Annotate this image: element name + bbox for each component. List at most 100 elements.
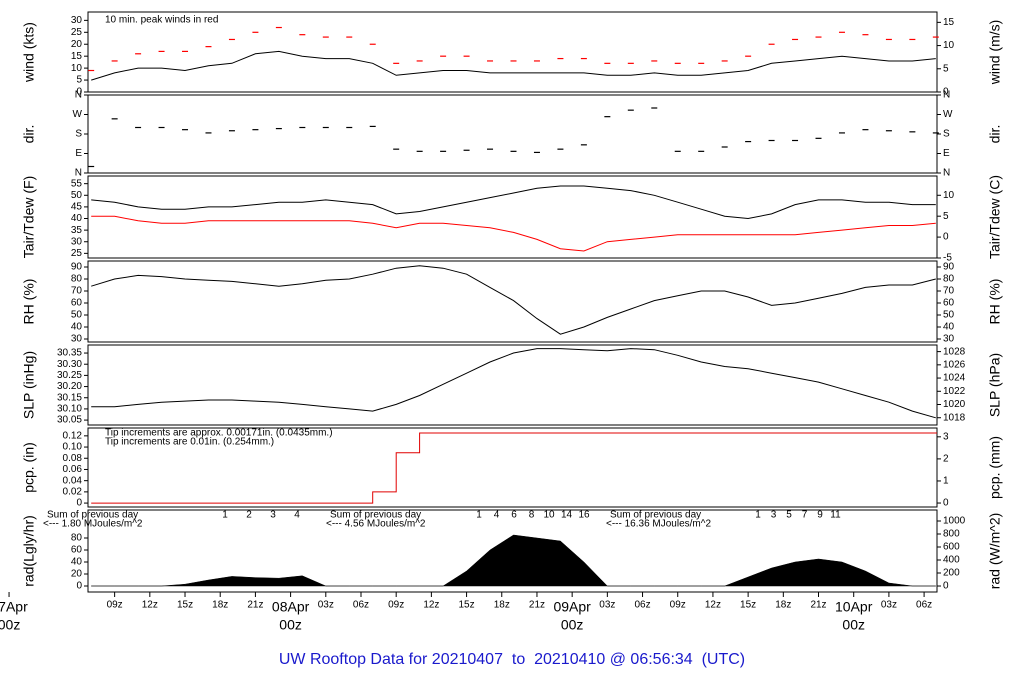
y2-tick-label: 2 bbox=[943, 454, 949, 465]
x-tick-label: 06z bbox=[634, 600, 650, 611]
y-axis-label: pcp. (in) bbox=[21, 442, 37, 493]
y2-axis-label: Tair/Tdew (C) bbox=[987, 175, 1003, 259]
x-tick-label: 21z bbox=[247, 600, 263, 611]
x-date-hour: 00z bbox=[561, 617, 584, 633]
y-tick-label: 30 bbox=[71, 334, 83, 345]
annotation: 10 min. peak winds in red bbox=[105, 15, 218, 26]
y-tick-label: W bbox=[73, 109, 83, 120]
x-tick-label: 12z bbox=[705, 600, 721, 611]
hour-mark: 8 bbox=[529, 510, 535, 521]
day-sum-label: Sum of previous day bbox=[610, 510, 701, 521]
y-tick-label: 80 bbox=[71, 533, 83, 544]
y2-tick-label: E bbox=[943, 148, 950, 159]
y-tick-label: 70 bbox=[71, 286, 83, 297]
data-line bbox=[91, 348, 936, 419]
y-tick-label: 30.30 bbox=[57, 359, 82, 370]
y-axis-label: SLP (inHg) bbox=[21, 351, 37, 419]
x-date-hour: 00z bbox=[279, 617, 302, 633]
y-tick-label: 5 bbox=[76, 75, 82, 86]
y2-tick-label: 10 bbox=[943, 190, 955, 201]
y-tick-label: E bbox=[75, 148, 82, 159]
data-step-line bbox=[91, 432, 937, 504]
y2-tick-label: 40 bbox=[943, 322, 955, 333]
x-tick-label: 15z bbox=[177, 600, 193, 611]
y-tick-label: 20 bbox=[71, 569, 83, 580]
y2-tick-label: 1024 bbox=[943, 373, 966, 384]
y2-tick-label: S bbox=[943, 129, 950, 140]
hour-mark: 6 bbox=[511, 510, 517, 521]
y2-tick-label: W bbox=[943, 109, 953, 120]
y-tick-label: 0.10 bbox=[63, 442, 83, 453]
y2-tick-label: 1018 bbox=[943, 412, 966, 423]
x-tick-label: 06z bbox=[916, 600, 932, 611]
x-date-label: 08Apr bbox=[272, 599, 310, 615]
hour-mark: 4 bbox=[294, 510, 300, 521]
y-tick-label: 30 bbox=[71, 15, 83, 26]
y-tick-label: 30.25 bbox=[57, 370, 82, 381]
y-tick-label: 0 bbox=[76, 498, 82, 509]
y2-tick-label: -5 bbox=[943, 253, 952, 264]
y2-tick-label: 50 bbox=[943, 310, 955, 321]
y2-tick-label: 1026 bbox=[943, 359, 966, 370]
y2-axis-label: wind (m/s) bbox=[987, 20, 1003, 86]
y-tick-label: 25 bbox=[71, 27, 83, 38]
y-tick-label: 50 bbox=[71, 310, 83, 321]
x-tick-label: 06z bbox=[353, 600, 369, 611]
panel-frame bbox=[87, 260, 938, 343]
y-tick-label: 0.06 bbox=[63, 464, 83, 475]
y2-tick-label: N bbox=[943, 168, 950, 179]
y2-tick-label: 1022 bbox=[943, 386, 966, 397]
data-area bbox=[90, 534, 937, 587]
y2-tick-label: 0 bbox=[943, 581, 949, 592]
x-tick-label: 18z bbox=[494, 600, 510, 611]
y2-tick-label: 1000 bbox=[943, 516, 966, 527]
hour-mark: 11 bbox=[830, 510, 841, 521]
day-sum-label: <--- 16.36 MJoules/m^2 bbox=[606, 519, 711, 530]
y-tick-label: 0.12 bbox=[63, 430, 83, 441]
y-tick-label: 0.04 bbox=[63, 475, 83, 486]
y2-tick-label: 80 bbox=[943, 274, 955, 285]
footer-title: UW Rooftop Data for 20210407 to 20210410… bbox=[279, 651, 745, 668]
x-tick-label: 21z bbox=[529, 600, 545, 611]
y2-tick-label: 0 bbox=[943, 87, 949, 98]
x-date-label: 07Apr bbox=[0, 599, 28, 615]
y2-tick-label: 0 bbox=[943, 232, 949, 243]
annotation: Tip increments are 0.01in. (0.254mm.) bbox=[105, 437, 274, 448]
y2-tick-label: 200 bbox=[943, 568, 960, 579]
x-tick-label: 18z bbox=[212, 600, 228, 611]
hour-mark: 3 bbox=[270, 510, 276, 521]
y2-tick-label: 1 bbox=[943, 476, 949, 487]
y2-tick-label: 0 bbox=[943, 498, 949, 509]
y2-tick-label: 3 bbox=[943, 431, 949, 442]
hour-mark: 10 bbox=[543, 510, 555, 521]
y2-tick-label: 600 bbox=[943, 542, 960, 553]
y-tick-label: 0.02 bbox=[63, 487, 83, 498]
x-tick-label: 18z bbox=[775, 600, 791, 611]
day-sum-label: Sum of previous day bbox=[47, 510, 138, 521]
y2-tick-label: 70 bbox=[943, 286, 955, 297]
y-tick-label: 30.20 bbox=[57, 381, 82, 392]
y-tick-label: 30 bbox=[71, 236, 83, 247]
y-tick-label: 25 bbox=[71, 248, 83, 259]
y2-axis-label: pcp. (mm) bbox=[987, 436, 1003, 499]
x-tick-label: 15z bbox=[740, 600, 756, 611]
y-axis-label: Tair/Tdew (F) bbox=[21, 176, 37, 258]
panel-frame bbox=[87, 427, 938, 508]
y-axis-label: rad(Lgly/hr) bbox=[21, 515, 37, 587]
y2-axis-label: rad (W/m^2) bbox=[987, 513, 1003, 590]
day-sum-label: <--- 4.56 MJoules/m^2 bbox=[326, 519, 426, 530]
y-tick-label: 60 bbox=[71, 545, 83, 556]
y2-axis-label: RH (%) bbox=[987, 279, 1003, 325]
y-tick-label: S bbox=[75, 129, 82, 140]
y2-tick-label: 800 bbox=[943, 529, 960, 540]
hour-mark: 14 bbox=[561, 510, 573, 521]
hour-mark: 4 bbox=[494, 510, 500, 521]
y-tick-label: 30.05 bbox=[57, 415, 82, 426]
y-tick-label: N bbox=[75, 90, 82, 101]
x-date-hour: 00z bbox=[842, 617, 865, 633]
y-tick-label: 20 bbox=[71, 39, 83, 50]
hour-mark: 5 bbox=[786, 510, 792, 521]
y-tick-label: 60 bbox=[71, 298, 83, 309]
day-sum-label: <--- 1.80 MJoules/m^2 bbox=[43, 519, 143, 530]
